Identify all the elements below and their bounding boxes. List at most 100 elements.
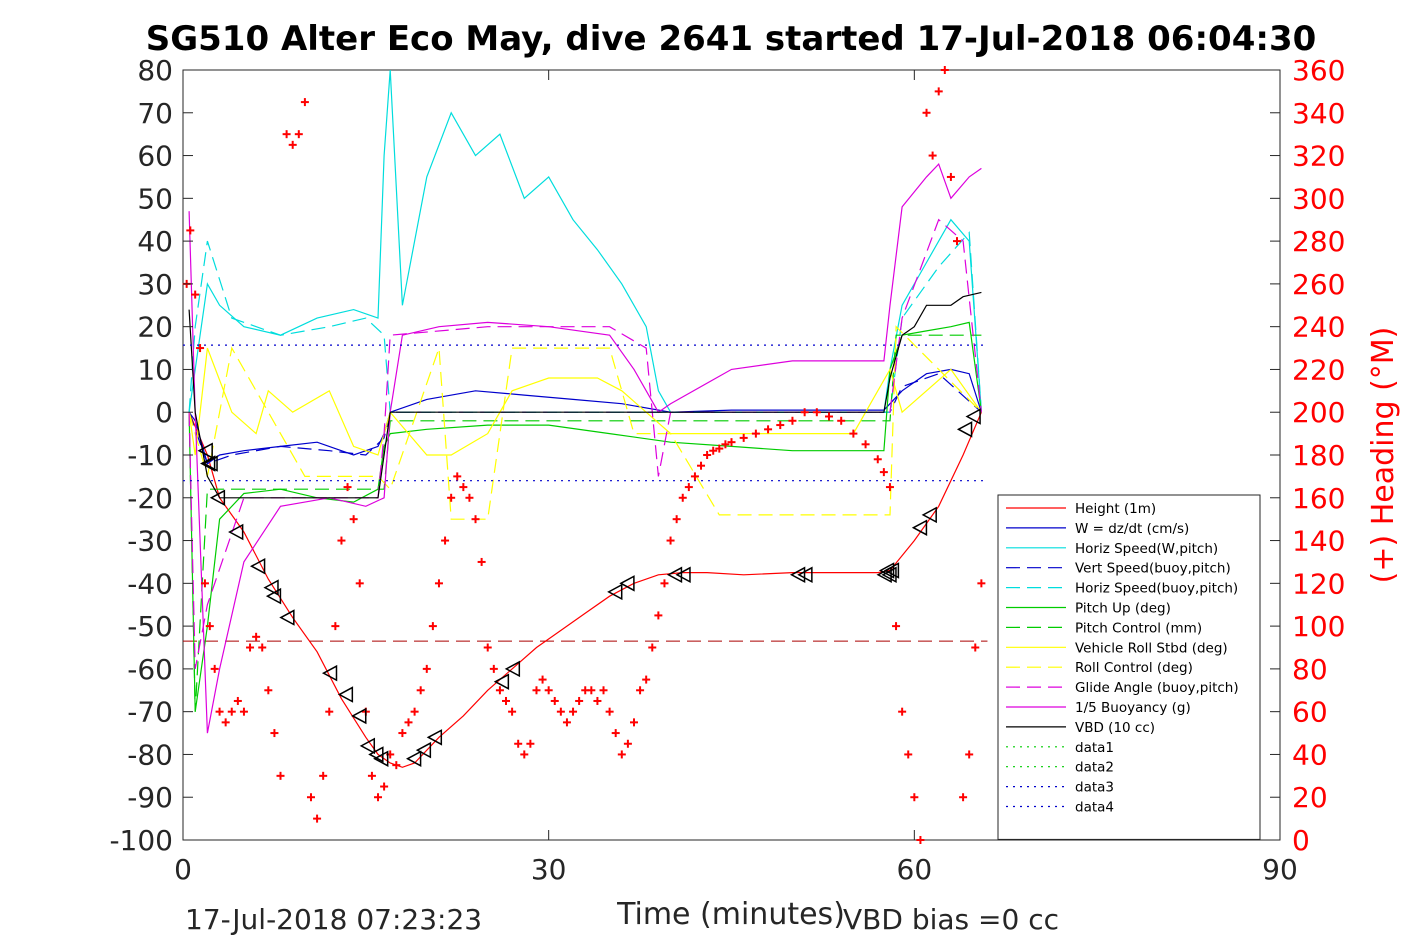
heading-point xyxy=(258,643,267,652)
triangle-marker xyxy=(373,750,389,767)
triangle-marker xyxy=(351,707,367,725)
triangle-marker xyxy=(249,557,266,575)
heading-point xyxy=(471,515,480,524)
triangle-marker xyxy=(878,562,895,579)
triangle-marker xyxy=(504,660,521,678)
heading-point xyxy=(544,686,553,695)
heading-point xyxy=(556,707,565,716)
heading-point xyxy=(678,493,687,502)
legend-box xyxy=(997,494,1261,840)
triangle-marker xyxy=(337,686,354,703)
triangle-marker xyxy=(228,523,244,541)
y-tick-label: 10 xyxy=(137,353,173,386)
series-line-horiz-speed-w-pitch xyxy=(188,70,982,413)
triangle-marker xyxy=(406,750,422,767)
heading-point xyxy=(196,344,205,353)
heading-point xyxy=(764,425,773,434)
heading-point xyxy=(380,782,389,791)
heading-point xyxy=(971,643,980,652)
heading-point xyxy=(337,536,346,545)
heading-point xyxy=(959,793,968,802)
y-tick-label: -90 xyxy=(127,781,173,814)
heading-point xyxy=(306,793,315,802)
heading-point xyxy=(349,515,358,524)
heading-point xyxy=(441,536,450,545)
heading-point xyxy=(252,632,261,641)
triangle-marker xyxy=(415,741,432,759)
x-tick-label: 60 xyxy=(897,853,933,886)
series-layer xyxy=(183,70,988,768)
y-tick-label-right: 320 xyxy=(1292,140,1345,173)
heading-point xyxy=(593,696,602,705)
heading-point xyxy=(410,707,419,716)
heading-point xyxy=(660,579,669,588)
y-axis-label-right: (+) Heading (°M) xyxy=(1366,327,1401,584)
y-tick-label: 60 xyxy=(137,140,173,173)
triangle-marker xyxy=(493,673,510,690)
heading-point xyxy=(861,440,870,449)
heading-point xyxy=(404,718,413,727)
heading-point xyxy=(508,707,517,716)
y-tick-label-right: 20 xyxy=(1292,781,1328,814)
heading-point xyxy=(666,536,675,545)
heading-point xyxy=(325,707,334,716)
y-tick-label-right: 80 xyxy=(1292,653,1328,686)
x-tick-label: 0 xyxy=(174,853,192,886)
heading-point xyxy=(276,771,285,780)
series-line-vehicle-roll-stbd-deg xyxy=(188,347,982,456)
heading-point xyxy=(221,718,230,727)
heading-point xyxy=(367,771,376,780)
triangle-marker xyxy=(881,566,897,584)
heading-point xyxy=(922,108,931,117)
heading-point xyxy=(520,750,529,759)
triangle-marker xyxy=(789,566,806,584)
heading-point xyxy=(898,707,907,716)
y-tick-label: 70 xyxy=(137,97,173,130)
heading-point xyxy=(526,739,535,748)
triangle-marker xyxy=(666,566,683,584)
heading-point xyxy=(550,696,559,705)
y-tick-label-right: 340 xyxy=(1292,97,1345,130)
heading-point xyxy=(239,707,248,716)
triangle-marker xyxy=(607,583,623,601)
triangle-marker xyxy=(200,455,216,472)
heading-point xyxy=(940,66,949,74)
legend-entry-w-dz-dt-cm-s: W = dz/dt (cm/s) xyxy=(1075,521,1189,537)
y-tick-label: 50 xyxy=(137,182,173,215)
legend-entry-vert-speed-buoy-pitch: Vert Speed(buoy,pitch) xyxy=(1075,561,1231,577)
heading-point xyxy=(434,579,443,588)
legend-entry-horiz-speed-w-pitch: Horiz Speed(W,pitch) xyxy=(1075,541,1218,557)
y-tick-label: 40 xyxy=(137,225,173,258)
triangle-marker xyxy=(911,519,928,536)
y-tick-label: 0 xyxy=(155,396,173,429)
heading-point xyxy=(904,750,913,759)
y-tick-label-right: 240 xyxy=(1292,311,1345,344)
heading-point xyxy=(623,739,632,748)
heading-point xyxy=(873,455,882,464)
triangle-marker xyxy=(279,609,295,626)
axes: 0 30 60 9080706050403020100-10-20-30-40-50-… xyxy=(109,54,1345,886)
y-tick-label-right: 100 xyxy=(1292,610,1345,643)
legend-entry-data4: data4 xyxy=(1075,800,1114,816)
series-line-horiz-speed-buoy-pitch xyxy=(188,231,982,413)
heading-point xyxy=(205,622,214,631)
heading-point xyxy=(825,412,834,421)
heading-point xyxy=(605,707,614,716)
legend-entry-vbd-10-cc: VBD (10 cc) xyxy=(1075,720,1155,736)
heading-point xyxy=(355,579,364,588)
heading-point xyxy=(690,472,699,481)
legend-entry-pitch-control-mm: Pitch Control (mm) xyxy=(1075,620,1202,636)
triangle-marker xyxy=(956,421,973,438)
y-tick-label-right: 140 xyxy=(1292,525,1345,558)
triangle-marker xyxy=(426,729,443,746)
series-line-vert-speed-buoy-pitch xyxy=(188,373,982,465)
heading-point xyxy=(721,440,730,449)
x-tick-label: 30 xyxy=(531,853,567,886)
x-tick-label: 90 xyxy=(1262,853,1298,886)
heading-point xyxy=(227,707,236,716)
heading-point xyxy=(916,836,925,844)
triangle-marker xyxy=(265,587,282,605)
heading-point xyxy=(977,579,986,588)
heading-point xyxy=(575,696,584,705)
heading-point xyxy=(611,729,620,738)
